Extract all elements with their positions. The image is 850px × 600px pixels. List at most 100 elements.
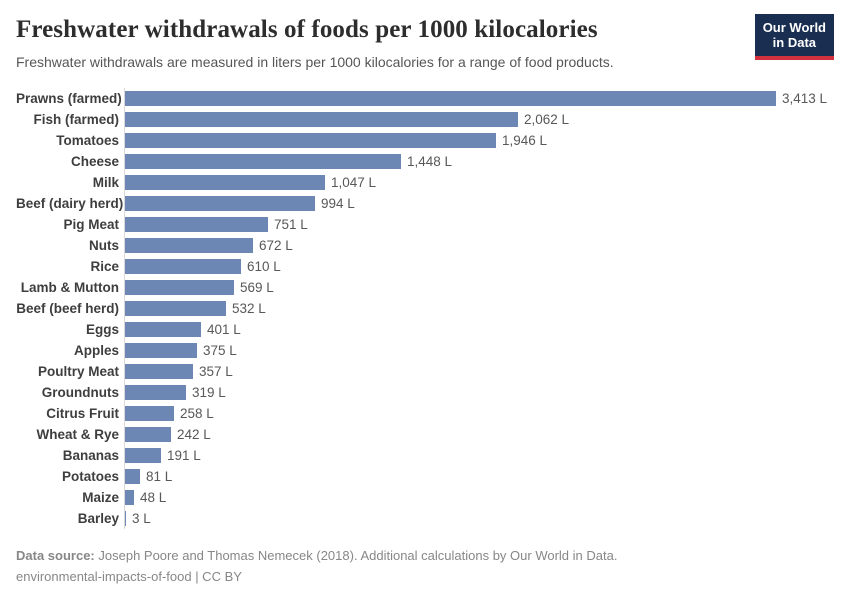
- category-label: Maize: [82, 489, 119, 505]
- bar-track: 401 L: [124, 318, 834, 340]
- bar[interactable]: [125, 321, 201, 337]
- bar-chart: Prawns (farmed) 3,413 L Fish (farmed) 2,062…: [16, 87, 834, 529]
- value-label: 751 L: [274, 216, 308, 232]
- chart-row: Cheese 1,448 L: [16, 150, 834, 172]
- chart-row: Apples 375 L: [16, 339, 834, 361]
- value-label: 3 L: [132, 510, 151, 526]
- bar-track: 610 L: [124, 255, 834, 277]
- chart-row: Maize 48 L: [16, 486, 834, 508]
- value-label: 258 L: [180, 405, 214, 421]
- chart-title: Freshwater withdrawals of foods per 1000…: [16, 16, 598, 43]
- category-label: Beef (beef herd): [16, 300, 119, 316]
- category-label: Bananas: [62, 447, 119, 463]
- value-label: 191 L: [167, 447, 201, 463]
- value-label: 242 L: [177, 426, 211, 442]
- value-label: 610 L: [247, 258, 281, 274]
- bar[interactable]: [125, 405, 174, 421]
- bar-track: 569 L: [124, 276, 834, 298]
- category-label: Lamb & Mutton: [20, 279, 119, 295]
- value-label: 375 L: [203, 342, 237, 358]
- bar[interactable]: [125, 111, 518, 127]
- chart-row: Beef (beef herd) 532 L: [16, 297, 834, 319]
- bar-track: 532 L: [124, 297, 834, 319]
- chart-row: Lamb & Mutton 569 L: [16, 276, 834, 298]
- bar[interactable]: [125, 216, 268, 232]
- value-label: 1,946 L: [502, 132, 548, 148]
- bar[interactable]: [125, 174, 325, 190]
- bar-track: 994 L: [124, 192, 834, 214]
- bar[interactable]: [125, 342, 197, 358]
- value-label: 319 L: [192, 384, 226, 400]
- bar[interactable]: [125, 279, 234, 295]
- bar[interactable]: [125, 384, 186, 400]
- category-label: Poultry Meat: [37, 363, 119, 379]
- category-label: Wheat & Rye: [36, 426, 119, 442]
- value-label: 1,047 L: [331, 174, 377, 190]
- chart-row: Rice 610 L: [16, 255, 834, 277]
- bar-track: 357 L: [124, 360, 834, 382]
- bar[interactable]: [125, 300, 226, 316]
- category-label: Potatoes: [61, 468, 119, 484]
- chart-row: Barley 3 L: [16, 507, 834, 529]
- value-label: 48 L: [140, 489, 167, 505]
- category-label: Pig Meat: [63, 216, 119, 232]
- bar-track: 751 L: [124, 213, 834, 235]
- chart-row: Bananas 191 L: [16, 444, 834, 466]
- category-label: Cheese: [70, 153, 119, 169]
- chart-header: Freshwater withdrawals of foods per 1000…: [16, 14, 834, 71]
- bar[interactable]: [125, 90, 776, 106]
- value-label: 401 L: [207, 321, 241, 337]
- bar[interactable]: [125, 237, 253, 253]
- chart-row: Citrus Fruit 258 L: [16, 402, 834, 424]
- bar-track: 672 L: [124, 234, 834, 256]
- chart-row: Poultry Meat 357 L: [16, 360, 834, 382]
- chart-row: Groundnuts 319 L: [16, 381, 834, 403]
- category-label: Rice: [90, 258, 119, 274]
- value-label: 3,413 L: [782, 90, 828, 106]
- logo-line-1: Our World: [762, 20, 826, 35]
- chart-subtitle: Freshwater withdrawals are measured in l…: [16, 53, 614, 70]
- logo-line-2: in Data: [772, 34, 817, 50]
- bar[interactable]: [125, 132, 496, 148]
- value-label: 532 L: [232, 300, 266, 316]
- category-label: Milk: [92, 174, 119, 190]
- chart-row: Potatoes 81 L: [16, 465, 834, 487]
- bar[interactable]: [125, 153, 401, 169]
- bar-track: 1,047 L: [124, 171, 834, 193]
- chart-row: Tomatoes 1,946 L: [16, 129, 834, 151]
- chart-row: Milk 1,047 L: [16, 171, 834, 193]
- category-label: Prawns (farmed): [16, 90, 122, 106]
- category-label: Fish (farmed): [33, 111, 119, 127]
- bar[interactable]: [125, 258, 241, 274]
- category-label: Apples: [73, 342, 119, 358]
- category-label: Groundnuts: [41, 384, 119, 400]
- bar-track: 81 L: [124, 465, 834, 487]
- owid-logo: Our World in Data: [754, 14, 834, 60]
- bar-track: 375 L: [124, 339, 834, 361]
- category-label: Tomatoes: [56, 132, 119, 148]
- bar-track: 191 L: [124, 444, 834, 466]
- bar-track: 1,448 L: [124, 150, 834, 172]
- bar-track: 258 L: [124, 402, 834, 424]
- chart-row: Pig Meat 751 L: [16, 213, 834, 235]
- chart-rows: Prawns (farmed) 3,413 L Fish (farmed) 2,062…: [16, 87, 834, 529]
- chart-row: Wheat & Rye 242 L: [16, 423, 834, 445]
- category-label: Beef (dairy herd): [16, 195, 124, 211]
- value-label: 672 L: [259, 237, 293, 253]
- chart-row: Nuts 672 L: [16, 234, 834, 256]
- bar[interactable]: [125, 510, 126, 526]
- chart-row: Prawns (farmed) 3,413 L: [16, 87, 834, 109]
- value-label: 81 L: [146, 468, 173, 484]
- bar[interactable]: [125, 195, 315, 211]
- bar[interactable]: [125, 489, 134, 505]
- bar-track: 242 L: [124, 423, 834, 445]
- category-label: Barley: [77, 510, 119, 526]
- bar[interactable]: [125, 447, 161, 463]
- data-source-text: Joseph Poore and Thomas Nemecek (2018). …: [98, 547, 618, 563]
- value-label: 994 L: [321, 195, 355, 211]
- bar[interactable]: [125, 426, 171, 442]
- category-label: Nuts: [89, 237, 119, 253]
- bar[interactable]: [125, 468, 140, 484]
- value-label: 357 L: [199, 363, 233, 379]
- bar[interactable]: [125, 363, 193, 379]
